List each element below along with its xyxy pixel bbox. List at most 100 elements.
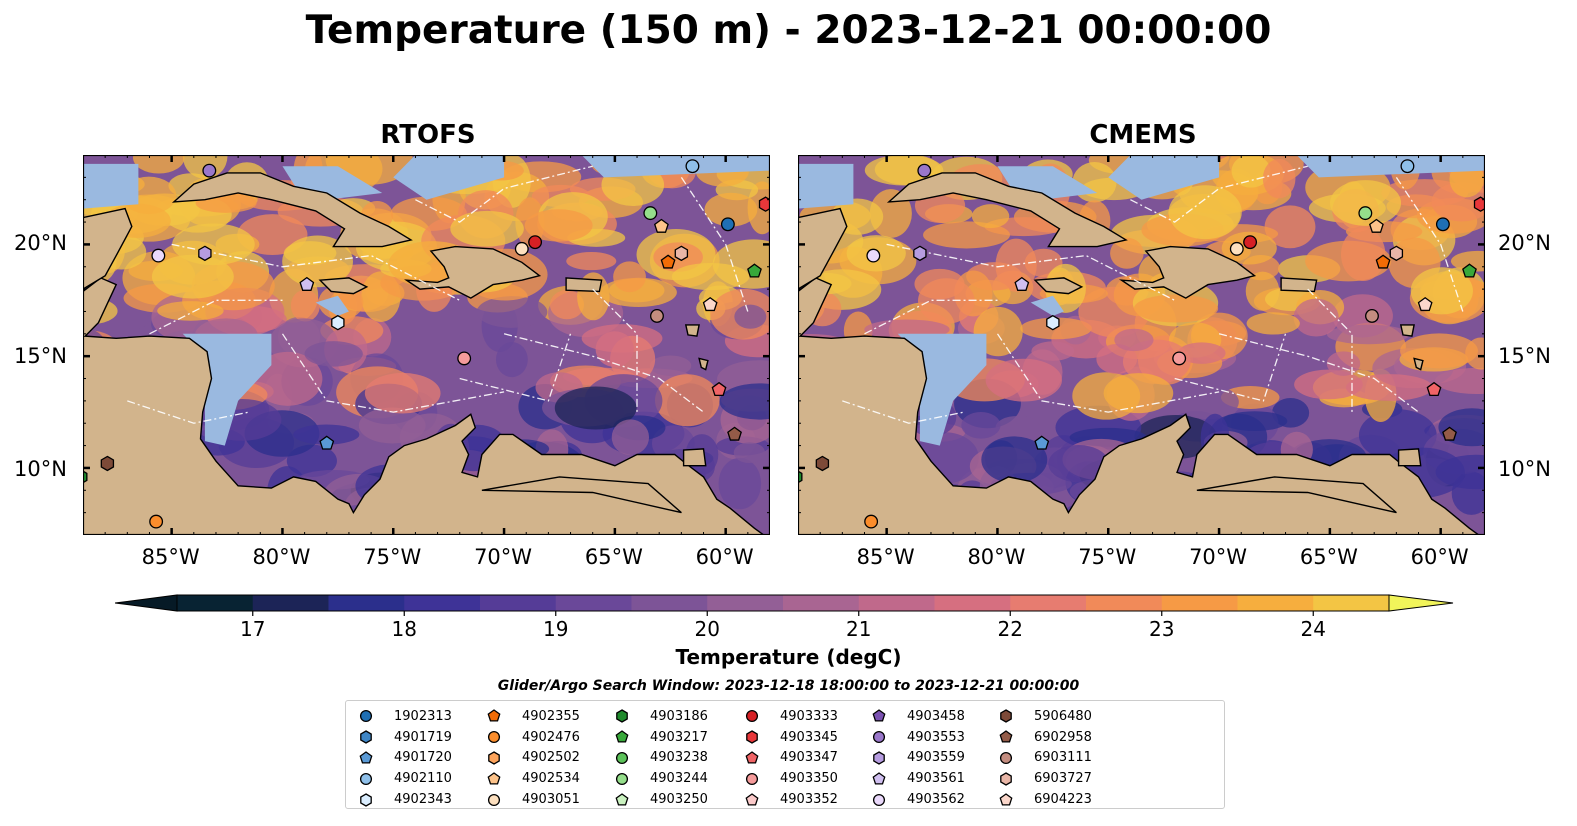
legend-marker-4903347[interactable]	[745, 751, 759, 764]
legend-marker-4903186[interactable]	[616, 709, 628, 724]
station-marker-6902958[interactable]	[1442, 426, 1457, 441]
station-marker-1902313[interactable]	[1435, 217, 1450, 232]
legend-marker-4902110[interactable]	[359, 772, 373, 785]
legend-marker-4903345[interactable]	[746, 730, 758, 744]
legend-item[interactable]: 4903186	[614, 706, 708, 727]
station-marker-4903553[interactable]	[917, 163, 932, 178]
station-marker-4903559[interactable]	[913, 245, 927, 262]
station-marker-4903345[interactable]	[1473, 196, 1485, 212]
station-marker-4903244[interactable]	[1358, 206, 1373, 221]
legend-marker-5906480[interactable]	[1000, 709, 1012, 724]
station-marker-4902343[interactable]	[331, 314, 345, 331]
station-marker-4903217[interactable]	[1462, 263, 1477, 278]
legend-item[interactable]: 4901719	[358, 727, 452, 748]
station-marker-4903561[interactable]	[299, 276, 315, 291]
legend-marker-6903727[interactable]	[1000, 772, 1012, 786]
station-marker-4902343[interactable]	[1046, 314, 1060, 331]
station-marker-6904223[interactable]	[702, 296, 718, 312]
legend-item[interactable]: 6904223	[998, 789, 1092, 810]
map-panel-cmems[interactable]	[798, 155, 1485, 535]
legend-item[interactable]: 4901720	[358, 748, 452, 769]
legend-marker-6902958[interactable]	[999, 730, 1013, 743]
station-marker-4903333[interactable]	[528, 235, 543, 250]
station-marker-5906480[interactable]	[100, 455, 115, 472]
legend-item[interactable]: 4903561	[871, 768, 965, 789]
legend-item[interactable]: 4902355	[486, 706, 580, 727]
legend-marker-4903238[interactable]	[615, 751, 629, 765]
station-marker-4901720[interactable]	[1034, 435, 1050, 450]
legend-marker-4903333[interactable]	[745, 710, 759, 723]
legend-item[interactable]: 4903350	[744, 768, 838, 789]
station-marker-5906480[interactable]	[815, 455, 830, 472]
legend-item[interactable]: 4903345	[744, 727, 838, 748]
station-marker-4903333[interactable]	[1243, 235, 1258, 250]
legend-item[interactable]: 4903051	[486, 789, 580, 810]
legend-item[interactable]: 4902110	[358, 768, 452, 789]
station-marker-4903562[interactable]	[866, 248, 881, 263]
legend-marker-4903561[interactable]	[872, 771, 886, 785]
station-marker-4903345[interactable]	[758, 196, 770, 212]
station-marker-4902110[interactable]	[1400, 159, 1415, 174]
legend-marker-6903111[interactable]	[999, 751, 1013, 765]
station-marker-4903350[interactable]	[1172, 351, 1187, 366]
station-marker-6903111[interactable]	[1365, 308, 1379, 323]
legend-item[interactable]: 4903217	[614, 727, 708, 748]
station-marker-6904223[interactable]	[1417, 296, 1433, 312]
station-marker-4901720[interactable]	[319, 435, 335, 450]
legend-marker-6904223[interactable]	[999, 792, 1013, 806]
legend-marker-4901719[interactable]	[360, 730, 372, 744]
legend-item[interactable]: 4902476	[486, 727, 580, 748]
legend-item[interactable]: 6903727	[998, 768, 1092, 789]
station-marker-4903561[interactable]	[1014, 276, 1030, 291]
legend-marker-4903562[interactable]	[872, 793, 886, 806]
legend-marker-4903553[interactable]	[872, 731, 886, 744]
station-marker-4903350[interactable]	[457, 351, 472, 366]
map-panel-rtofs[interactable]	[83, 155, 770, 535]
legend-item[interactable]: 4902534	[486, 768, 580, 789]
station-marker-4903562[interactable]	[151, 248, 166, 263]
legend-item[interactable]: 4903333	[744, 706, 838, 727]
station-marker-4903051[interactable]	[1229, 241, 1244, 256]
station-marker-4903051[interactable]	[514, 241, 529, 256]
legend-marker-4902534[interactable]	[487, 771, 501, 785]
legend-item[interactable]: 4903553	[871, 727, 965, 748]
station-marker-6903727[interactable]	[1389, 245, 1404, 262]
legend-item[interactable]: 5906480	[998, 706, 1092, 727]
legend-marker-4901720[interactable]	[359, 751, 373, 764]
station-marker-4902110[interactable]	[685, 159, 700, 174]
legend-marker-1902313[interactable]	[359, 710, 373, 723]
legend-item[interactable]: 6902958	[998, 727, 1092, 748]
legend-marker-4902476[interactable]	[487, 731, 501, 744]
legend-item[interactable]: 4903347	[744, 748, 838, 769]
legend-marker-4903352[interactable]	[745, 792, 759, 806]
legend-marker-4903244[interactable]	[615, 772, 629, 785]
station-marker-4902534[interactable]	[1368, 218, 1384, 233]
legend-marker-4902343[interactable]	[360, 792, 372, 807]
legend-item[interactable]: 6903111	[998, 748, 1092, 769]
legend-item[interactable]: 4903238	[614, 748, 708, 769]
legend-item[interactable]: 4903352	[744, 789, 838, 810]
station-marker-4903347[interactable]	[711, 381, 727, 397]
legend-marker-4902502[interactable]	[488, 751, 500, 765]
legend-item[interactable]: 4903244	[614, 768, 708, 789]
station-marker-4903347[interactable]	[1426, 381, 1442, 397]
legend-marker-4902355[interactable]	[487, 709, 501, 722]
station-marker-4903553[interactable]	[202, 163, 217, 178]
legend-item[interactable]: 1902313	[358, 706, 452, 727]
station-marker-6902958[interactable]	[727, 426, 742, 441]
station-marker-4902355[interactable]	[1375, 254, 1391, 269]
legend-item[interactable]: 4903559	[871, 748, 965, 769]
legend-marker-4903559[interactable]	[873, 751, 885, 765]
station-marker-4902476[interactable]	[864, 514, 879, 529]
legend-item[interactable]: 4903250	[614, 789, 708, 810]
legend-marker-4903051[interactable]	[487, 793, 501, 806]
legend-marker-4903458[interactable]	[872, 709, 886, 722]
station-marker-4902476[interactable]	[149, 514, 164, 529]
legend-item[interactable]: 4902343	[358, 789, 452, 810]
station-marker-4903217[interactable]	[747, 263, 762, 278]
station-marker-6903111[interactable]	[650, 308, 664, 323]
station-marker-1902313[interactable]	[720, 217, 735, 232]
station-marker-6903727[interactable]	[674, 245, 689, 262]
legend-item[interactable]: 4903458	[871, 706, 965, 727]
station-marker-4903244[interactable]	[643, 206, 658, 221]
